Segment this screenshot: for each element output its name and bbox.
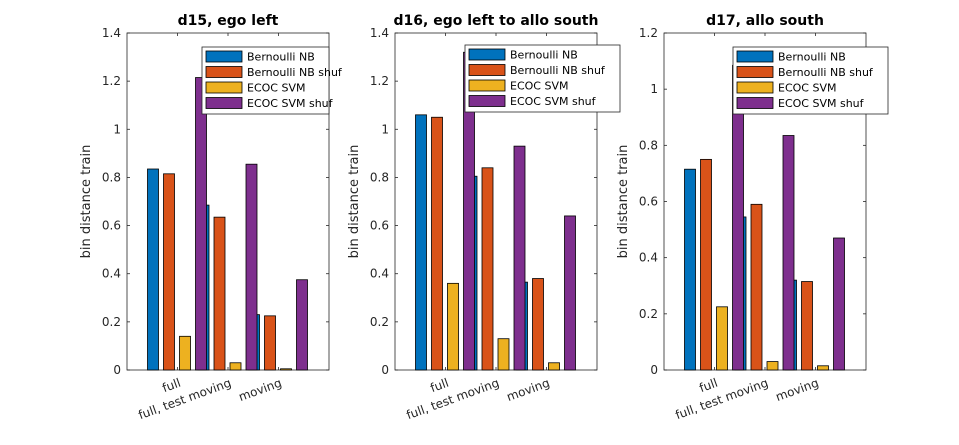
legend-label: ECOC SVM — [510, 80, 568, 93]
bar-bernoulli-nb-shuf — [163, 173, 175, 371]
legend: Bernoulli NB Bernoulli NB shuf ECOC SVM ECO… — [464, 44, 621, 113]
y-tick-label: 0 — [381, 363, 389, 377]
y-tick-label: 0.2 — [639, 307, 658, 321]
bar-ecoc-svm — [548, 362, 560, 371]
bar-ecoc-svm — [766, 361, 779, 371]
y-tick-label: 0 — [650, 363, 658, 377]
legend-swatch — [736, 81, 774, 94]
y-tick-label: 1 — [381, 122, 389, 136]
legend-label: ECOC SVM — [247, 82, 305, 95]
legend-label: Bernoulli NB shuf — [510, 64, 606, 77]
legend-swatch — [468, 48, 506, 61]
bar-ecoc-svm — [817, 365, 829, 371]
bar-ecoc-svm-shuf — [782, 135, 795, 371]
legend-swatch — [736, 66, 774, 78]
legend-label: Bernoulli NB shuf — [247, 66, 343, 79]
y-tick-label: 0.8 — [639, 138, 658, 152]
chart-title: d16, ego left to allo south — [394, 13, 599, 29]
chart-title: d15, ego left — [178, 13, 279, 29]
bar-bernoulli-nb-shuf — [264, 315, 276, 371]
legend-swatch — [468, 95, 506, 107]
x-tick-label: full, test moving — [136, 376, 233, 423]
x-tick-label: full — [428, 376, 450, 395]
x-tick-label: moving — [237, 376, 284, 404]
y-tick-label: 0.4 — [639, 251, 658, 265]
chart-panel-2: d16, ego left to allo south 0 0.2 0.4 0.6 0.8… — [347, 13, 621, 423]
legend-label: Bernoulli NB — [247, 51, 315, 64]
bar-ecoc-svm-shuf — [564, 215, 576, 371]
chart-panel-1: d15, ego left 0 0.2 0.4 0.6 0.8 1 1.2 1.4 bin dis… — [79, 13, 343, 422]
legend-label: ECOC SVM shuf — [247, 97, 334, 110]
legend-swatch — [736, 97, 774, 109]
bar-bernoulli-nb — [147, 168, 159, 371]
y-tick-label: 1 — [650, 82, 658, 96]
legend-swatch — [468, 64, 506, 76]
bar-bernoulli-nb-shuf — [700, 158, 712, 371]
y-axis-label: bin distance train — [616, 145, 631, 259]
y-tick-label: 1.2 — [639, 26, 658, 40]
bar-ecoc-svm — [229, 362, 242, 371]
legend-label: Bernoulli NB — [778, 51, 846, 64]
legend-swatch — [205, 81, 243, 94]
bar-ecoc-svm — [497, 338, 510, 371]
bar-bernoulli-nb-shuf — [213, 216, 226, 371]
bar-ecoc-svm — [280, 368, 292, 371]
bar-bernoulli-nb-shuf — [750, 203, 763, 371]
bar-ecoc-svm-shuf — [513, 145, 526, 371]
legend-swatch — [468, 79, 506, 92]
bar-ecoc-svm-shuf — [195, 77, 207, 371]
x-tick-label: full — [697, 376, 719, 395]
bar-bernoulli-nb-shuf — [532, 278, 544, 371]
x-tick-label: full, test moving — [404, 376, 501, 423]
legend-swatch — [205, 50, 243, 63]
legend-label: Bernoulli NB — [510, 49, 578, 62]
bar-bernoulli-nb-shuf — [481, 167, 494, 371]
y-tick-label: 1.2 — [370, 74, 389, 88]
y-tick-label: 0 — [113, 363, 121, 377]
y-tick-label: 0.8 — [370, 170, 389, 184]
legend: Bernoulli NB Bernoulli NB shuf ECOC SVM ECO… — [732, 46, 889, 115]
bar-bernoulli-nb-shuf — [801, 281, 813, 371]
y-axis-label: bin distance train — [347, 145, 362, 259]
bar-ecoc-svm — [447, 282, 459, 371]
bar-ecoc-svm-shuf — [296, 279, 308, 371]
y-tick-label: 0.2 — [102, 315, 121, 329]
bar-bernoulli-nb — [415, 114, 427, 371]
bar-ecoc-svm — [179, 335, 191, 371]
x-tick-label: full — [160, 376, 182, 395]
y-tick-label: 0.4 — [102, 267, 121, 281]
chart-panel-3: d17, allo south 0 0.2 0.4 0.6 0.8 1 1.2 bin dist… — [616, 13, 889, 423]
y-axis-label: bin distance train — [79, 145, 94, 259]
legend-swatch — [205, 66, 243, 78]
bar-ecoc-svm-shuf — [833, 237, 845, 371]
y-tick-label: 1.4 — [370, 26, 389, 40]
bar-ecoc-svm-shuf — [245, 163, 258, 371]
y-tick-label: 1.4 — [102, 26, 121, 40]
y-tick-label: 0.6 — [370, 219, 389, 233]
legend-label: ECOC SVM shuf — [510, 95, 597, 108]
bar-ecoc-svm — [716, 306, 728, 371]
x-tick-label: moving — [774, 376, 821, 404]
legend-swatch — [205, 97, 243, 109]
y-tick-label: 0.6 — [102, 219, 121, 233]
bar-bernoulli-nb — [684, 168, 696, 371]
y-tick-label: 0.2 — [370, 315, 389, 329]
chart-title: d17, allo south — [706, 13, 824, 29]
legend: Bernoulli NB Bernoulli NB shuf ECOC SVM ECO… — [201, 46, 343, 115]
bar-bernoulli-nb-shuf — [431, 116, 443, 371]
y-tick-label: 1.2 — [102, 74, 121, 88]
y-tick-label: 0.4 — [370, 267, 389, 281]
legend-label: Bernoulli NB shuf — [778, 66, 874, 79]
y-tick-label: 0.6 — [639, 195, 658, 209]
x-tick-label: full, test moving — [673, 376, 770, 423]
legend-label: ECOC SVM — [778, 82, 836, 95]
legend-swatch — [736, 50, 774, 63]
y-tick-label: 1 — [113, 122, 121, 136]
x-tick-label: moving — [505, 376, 552, 404]
legend-label: ECOC SVM shuf — [778, 97, 865, 110]
y-tick-label: 0.8 — [102, 170, 121, 184]
